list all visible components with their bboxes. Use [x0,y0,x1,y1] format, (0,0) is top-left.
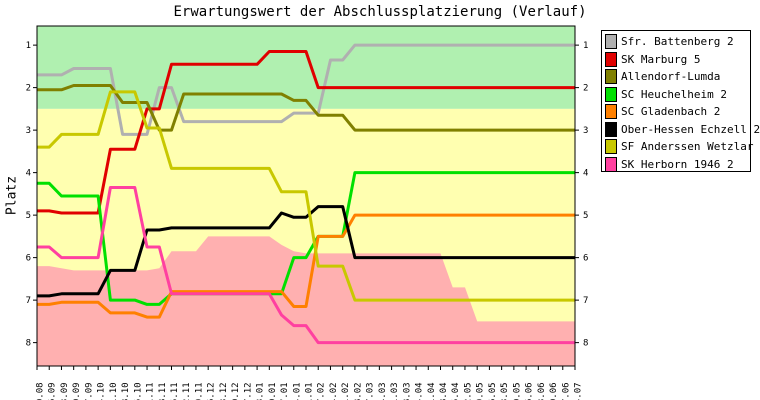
x-tick-label-10: 08.11 [158,382,168,400]
x-tick-label-20: 17.01 [280,382,290,400]
series-line-1 [37,50,575,215]
series-line-6 [37,90,575,302]
x-tick-label-41: 13.06 [537,382,547,400]
legend-label-7: SK Herborn 1946 2 [621,157,734,171]
x-tick-label-32: 11.04 [427,382,437,400]
legend-item-1: SK Marburg 5 [605,51,747,69]
y-tick-label-right-7: 7 [583,296,588,306]
x-tick-label-13: 29.11 [194,382,204,400]
x-tick-label-2: 13.09 [60,382,70,400]
chart-title: Erwartungswert der Abschlussplatzierung … [173,4,587,20]
y-tick-label-left-7: 7 [26,296,31,306]
series-line-3 [37,171,575,306]
y-tick-label-left-3: 3 [26,126,31,136]
x-tick-label-19: 10.01 [268,382,278,400]
x-tick-label-35: 02.05 [463,382,473,400]
legend-label-6: SF Anderssen Wetzlar 2 [621,140,760,154]
x-tick-label-8: 25.10 [133,382,143,400]
x-tick-label-44: 04.07 [574,382,584,400]
x-tick-label-43: 27.06 [561,382,571,400]
legend-swatch-6 [605,139,617,155]
x-tick-label-7: 18.10 [121,382,131,400]
y-tick-label-right-6: 6 [583,254,588,264]
x-tick-label-27: 07.03 [366,382,376,400]
legend-item-3: SC Heuchelheim 2 [605,86,747,104]
x-tick-label-29: 21.03 [390,382,400,400]
legend-swatch-4 [605,104,617,120]
x-tick-label-3: 20.09 [72,382,82,400]
x-tick-label-16: 20.12 [231,382,241,400]
y-tick-label-right-3: 3 [583,126,588,136]
x-tick-label-39: 30.05 [512,382,522,400]
x-tick-label-1: 06.09 [48,382,58,400]
x-tick-label-17: 27.12 [243,382,253,400]
legend-label-1: SK Marburg 5 [621,52,701,66]
x-tick-label-6: 11.10 [109,382,119,400]
y-tick-label-left-2: 2 [26,84,31,94]
x-tick-label-36: 09.05 [476,382,486,400]
legend-label-2: Allendorf-Lumda [621,70,721,84]
series-line-2 [37,84,575,132]
x-tick-label-28: 14.03 [378,382,388,400]
legend-label-0: Sfr. Battenberg 2 [621,35,734,49]
y-tick-label-left-4: 4 [26,169,31,179]
x-tick-label-18: 03.01 [256,382,266,400]
x-tick-label-4: 27.09 [84,382,94,400]
y-tick-label-left-6: 6 [26,254,31,264]
legend-item-2: Allendorf-Lumda [605,68,747,86]
chart-legend: Sfr. Battenberg 2 SK Marburg 5 Allendorf-L… [601,30,760,174]
x-tick-label-11: 15.11 [170,382,180,400]
x-tick-label-9: 01.11 [146,382,156,400]
y-tick-label-left-8: 8 [26,339,31,349]
legend-swatch-7 [605,156,617,172]
zone-band-0 [37,26,575,109]
y-tick-label-left-5: 5 [26,211,31,221]
series-line-0 [37,43,575,136]
legend-label-3: SC Heuchelheim 2 [621,87,727,101]
y-tick-label-right-1: 1 [583,41,588,51]
legend-item-4: SC Gladenbach 2 [605,103,747,121]
series-line-7 [37,186,575,345]
y-tick-label-right-4: 4 [583,169,588,179]
x-tick-label-5: 04.10 [97,382,107,400]
x-tick-label-38: 23.05 [500,382,510,400]
x-tick-label-22: 31.01 [305,382,315,400]
x-tick-label-23: 07.02 [317,382,327,400]
x-tick-label-26: 28.02 [353,382,363,400]
legend-label-4: SC Gladenbach 2 [621,105,721,119]
legend-item-5: Ober-Hessen Echzell 2 [605,121,760,139]
x-tick-label-30: 28.03 [402,382,412,400]
y-tick-label-right-2: 2 [583,84,588,94]
x-tick-label-33: 18.04 [439,382,449,400]
legend-label-5: Ober-Hessen Echzell 2 [621,122,760,136]
series-line-5 [37,205,575,298]
x-tick-label-40: 06.06 [525,382,535,400]
x-tick-label-0: 30.08 [36,382,46,400]
series-line-4 [37,213,575,319]
legend-item-7: SK Herborn 1946 2 [605,156,747,174]
y-tick-label-right-8: 8 [583,339,588,349]
x-tick-label-21: 24.01 [292,382,302,400]
legend-item-0: Sfr. Battenberg 2 [605,33,747,51]
y-tick-label-right-5: 5 [583,211,588,221]
y-tick-label-left-1: 1 [26,41,31,51]
legend-swatch-2 [605,69,617,85]
x-tick-label-31: 04.04 [415,382,425,400]
x-tick-label-37: 16.05 [488,382,498,400]
x-tick-label-25: 21.02 [341,382,351,400]
x-tick-label-24: 14.02 [329,382,339,400]
legend-swatch-5 [605,121,617,137]
legend-item-6: SF Anderssen Wetzlar 2 [605,138,760,156]
x-tick-label-12: 22.11 [182,382,192,400]
legend-swatch-1 [605,51,617,67]
x-tick-label-14: 06.12 [207,382,217,400]
x-tick-label-34: 25.04 [451,382,461,400]
x-tick-label-42: 20.06 [549,382,559,400]
x-tick-label-15: 13.12 [219,382,229,400]
legend-swatch-0 [605,34,617,50]
legend-swatch-3 [605,86,617,102]
